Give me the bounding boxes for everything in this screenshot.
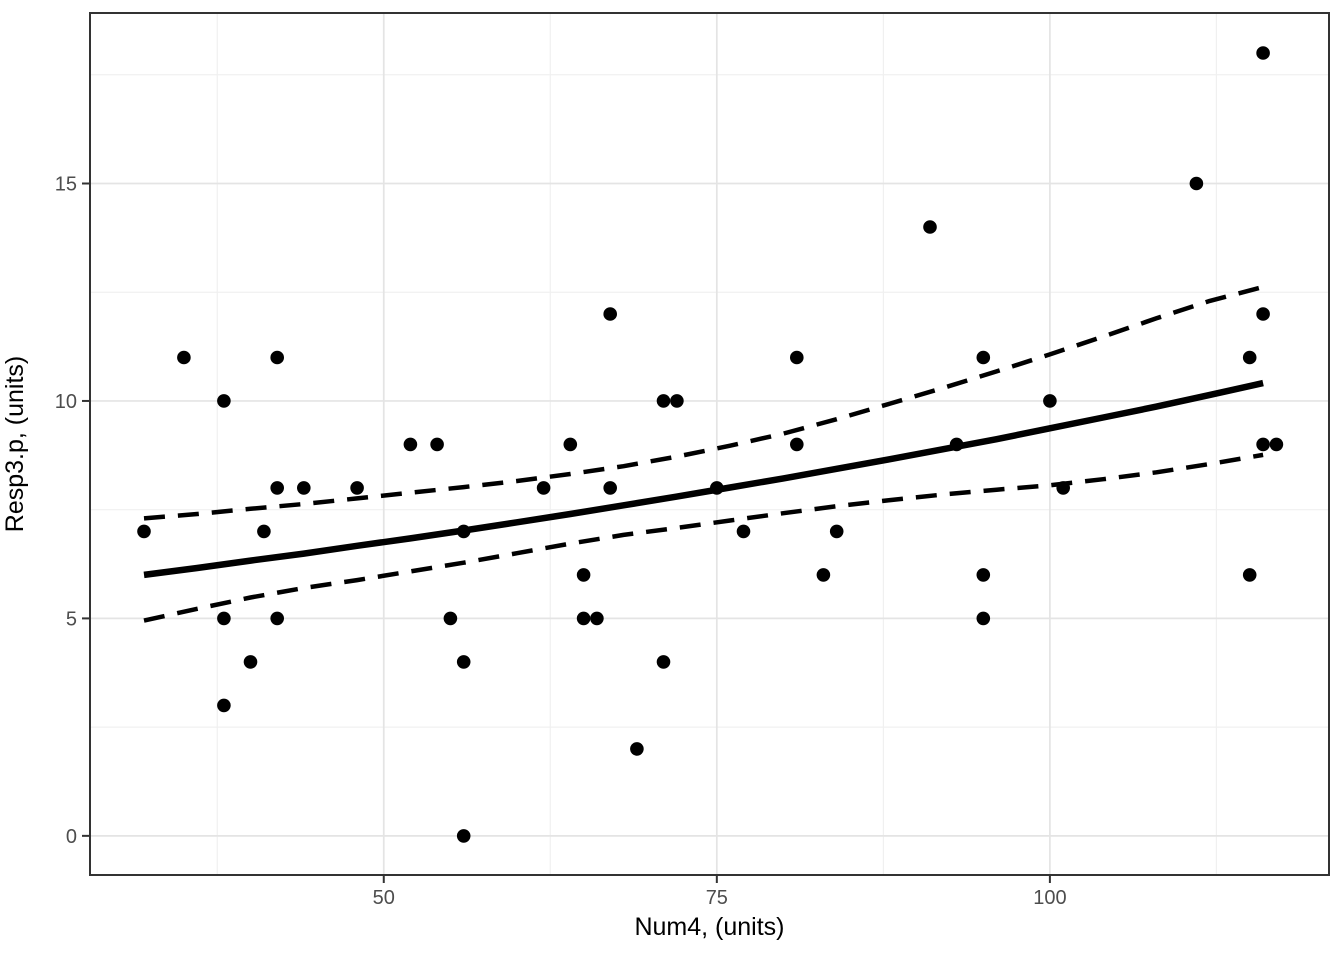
scatter-point	[1256, 307, 1270, 321]
y-tick-label: 15	[55, 173, 77, 195]
scatter-point	[297, 481, 311, 495]
scatter-point	[1242, 568, 1257, 582]
scatter-point	[656, 394, 671, 408]
ci-lower-line	[143, 452, 1264, 623]
scatter-point	[1269, 437, 1284, 452]
scatter-point	[829, 524, 844, 539]
scatter-point	[1256, 46, 1270, 60]
scatter-point	[590, 611, 604, 626]
scatter-point	[816, 568, 831, 582]
scatter-point	[177, 350, 191, 365]
panel-border	[89, 12, 1330, 876]
scatter-point	[217, 611, 231, 626]
scatter-point	[630, 742, 644, 756]
panel-background	[90, 13, 1329, 875]
x-tick-label: 100	[1033, 887, 1066, 909]
y-tick-label: 5	[66, 608, 77, 630]
scatter-point	[217, 698, 231, 713]
scatter-point	[430, 437, 444, 452]
scatter-point	[656, 655, 671, 669]
scatter-point	[403, 437, 418, 452]
scatter-point	[137, 524, 151, 539]
x-axis-title: Num4, (units)	[634, 913, 785, 941]
x-tick-label: 75	[706, 887, 728, 909]
scatter-point	[1256, 437, 1270, 452]
scatter-point	[456, 655, 471, 669]
scatter-point	[976, 568, 991, 582]
scatter-point	[736, 524, 751, 539]
ci-upper-line	[143, 284, 1264, 521]
scatter-point	[576, 611, 591, 626]
scatter-point	[603, 307, 617, 321]
scatter-point	[670, 394, 684, 408]
scatter-point	[443, 611, 458, 626]
y-tick-label: 10	[55, 391, 77, 413]
scatter-point	[603, 481, 617, 495]
x-tick-label: 50	[373, 887, 395, 909]
scatter-point	[270, 350, 285, 365]
scatter-point	[923, 220, 937, 234]
y-axis-title: Resp3.p, (units)	[1, 355, 29, 533]
scatter-point	[563, 437, 578, 452]
scatter-point	[456, 829, 471, 843]
scatter-point	[790, 350, 804, 365]
scatter-point	[790, 437, 804, 452]
scatter-point	[217, 394, 231, 408]
scatter-point	[243, 655, 258, 669]
scatter-point	[270, 611, 285, 626]
scatter-point	[1242, 350, 1257, 365]
scatter-point	[976, 350, 991, 365]
fit-line	[143, 379, 1264, 579]
scatter-point	[576, 568, 591, 582]
scatter-point	[1189, 176, 1204, 191]
scatter-point	[976, 611, 991, 626]
scatter-point	[536, 481, 551, 495]
scatter-point	[257, 524, 271, 539]
scatter-point	[1043, 394, 1057, 408]
scatter-point	[350, 481, 364, 495]
y-tick-label: 0	[66, 826, 77, 848]
scatter-point	[270, 481, 285, 495]
